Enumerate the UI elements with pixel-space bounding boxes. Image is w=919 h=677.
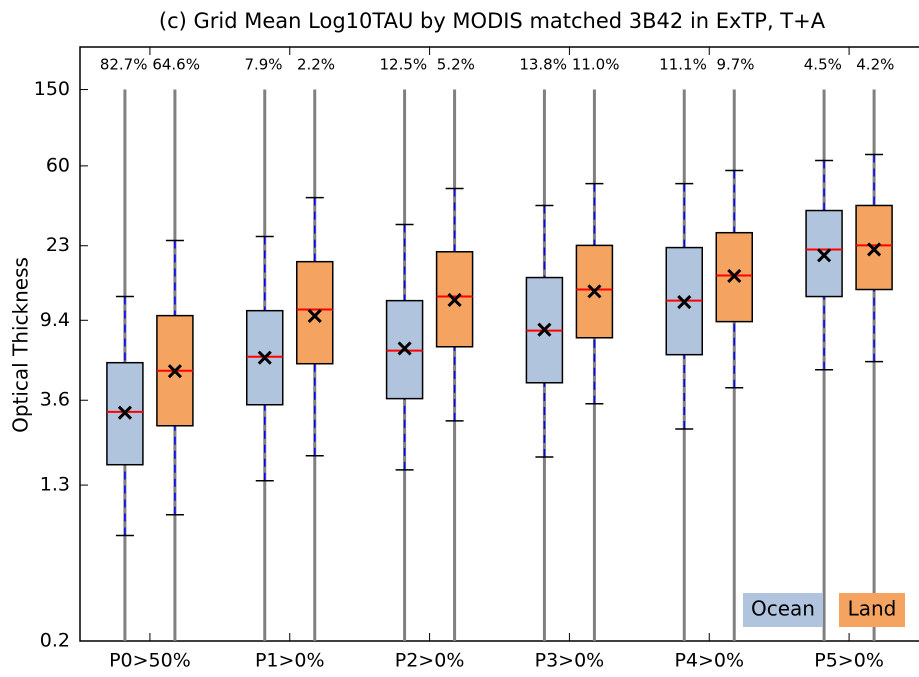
mean-marker: [167, 364, 182, 379]
mean-marker: [587, 284, 602, 299]
percent-label: 2.2%: [297, 56, 335, 74]
y-tick-label: 23: [46, 234, 70, 256]
x-tick-label: P1>0%: [255, 650, 325, 672]
percent-label: 12.5%: [380, 56, 428, 74]
y-tick-label: 9.4: [40, 309, 70, 331]
percent-label: 82.7%: [100, 56, 148, 74]
y-tick-label: 0.2: [40, 630, 70, 652]
percent-label: 5.2%: [437, 56, 475, 74]
mean-marker: [817, 248, 832, 263]
y-tick-label: 60: [46, 154, 70, 176]
percent-label: 13.8%: [519, 56, 567, 74]
mean-marker: [537, 322, 552, 337]
plot-frame: [79, 46, 919, 642]
percent-label: 9.7%: [716, 56, 754, 74]
mean-marker: [677, 294, 692, 310]
percent-label: 7.9%: [244, 56, 282, 74]
x-tick-label: P3>0%: [535, 650, 605, 672]
x-tick-label: P0>50%: [109, 650, 191, 672]
percent-label: 11.1%: [659, 56, 707, 74]
percent-label: 64.6%: [152, 56, 200, 74]
mean-marker: [257, 350, 272, 365]
y-tick-label: 150: [34, 78, 70, 100]
percent-label: 4.2%: [856, 56, 894, 74]
percent-label: 11.0%: [572, 56, 620, 74]
mean-marker: [727, 268, 742, 284]
legend-label: Land: [848, 597, 897, 621]
x-tick-label: P2>0%: [395, 650, 465, 672]
y-axis-label: Optical Thickness: [9, 257, 33, 433]
mean-marker: [307, 308, 322, 324]
y-tick-label: 1.3: [40, 474, 70, 496]
x-tick-label: P4>0%: [674, 650, 744, 672]
x-tick-label: P5>0%: [814, 650, 884, 672]
legend-label: Ocean: [751, 597, 815, 621]
mean-marker: [117, 405, 132, 420]
mean-marker: [867, 242, 882, 257]
chart-title: (c) Grid Mean Log10TAU by MODIS matched …: [159, 9, 826, 33]
mean-marker: [447, 292, 462, 308]
legend-swatch: [839, 593, 905, 627]
legend-swatch: [743, 593, 823, 627]
box: [296, 260, 334, 365]
percent-label: 4.5%: [804, 56, 842, 74]
y-tick-label: 3.6: [40, 389, 70, 411]
mean-marker: [397, 341, 412, 356]
